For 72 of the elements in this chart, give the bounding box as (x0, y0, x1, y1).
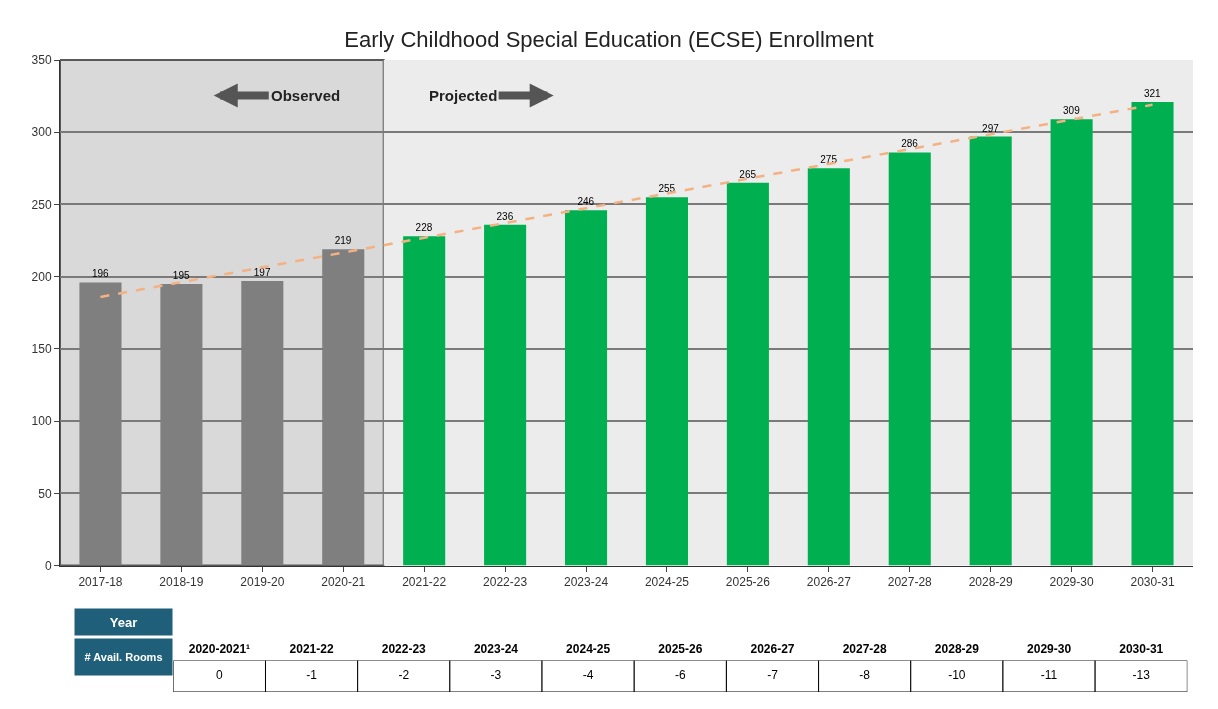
x-tick-label: 2030-31 (1119, 642, 1164, 656)
x-tick-label: 2024-25 (566, 642, 611, 656)
data-label: -6 (674, 668, 686, 683)
data-label: 228 (415, 222, 433, 234)
data-label: 246 (577, 196, 595, 208)
x-tick-label: 2025-26 (725, 575, 771, 589)
y-tick-label: 250 (31, 197, 52, 212)
x-tick-label: 2019-20 (240, 575, 285, 589)
y-axis-title: # Avail. Rooms (84, 651, 163, 663)
x-tick-label: 2022-23 (483, 575, 528, 589)
data-label: 236 (496, 210, 514, 222)
y-tick-label: 300 (31, 125, 52, 140)
x-tick-label: 2017-18 (78, 575, 123, 589)
data-label: 219 (334, 235, 352, 247)
data-label: -4 (582, 668, 594, 683)
data-label: -7 (767, 668, 779, 683)
x-tick-label: 2028-29 (968, 575, 1014, 589)
chart-title: Early Childhood Special Education (ECSE) Enrollment (344, 27, 874, 53)
x-tick-label: 2027-28 (842, 642, 888, 656)
x-tick-label: 2020-2021¹ (188, 642, 251, 656)
y-tick-label: 200 (31, 269, 52, 284)
data-label: 265 (739, 168, 757, 180)
x-tick-label: 2023-24 (564, 575, 609, 589)
x-tick-label: 2024-25 (644, 575, 690, 589)
bar (403, 236, 446, 566)
data-label: 297 (982, 122, 1000, 134)
data-label: -1 (306, 668, 318, 683)
data-label: 309 (1063, 105, 1081, 117)
x-tick-label: 2026-27 (806, 575, 852, 589)
x-axis-title: Year (109, 614, 138, 630)
y-tick-label: 100 (31, 414, 52, 429)
data-label: -11 (1040, 668, 1058, 683)
y-tick-label: 50 (38, 486, 52, 501)
x-tick-label: 2025-26 (658, 642, 703, 656)
data-label: 286 (901, 138, 919, 150)
bar (564, 210, 608, 566)
data-label: 195 (172, 269, 190, 281)
data-label: -2 (398, 668, 410, 683)
y-tick-label: 350 (31, 53, 52, 68)
bar (969, 136, 1012, 566)
bar (1050, 119, 1093, 566)
bar (1131, 101, 1174, 566)
x-tick-label: 2021-22 (402, 575, 447, 589)
bar (726, 182, 769, 566)
data-label: -8 (859, 668, 871, 683)
x-tick-label: 2020-21 (321, 575, 366, 589)
data-label: 255 (658, 183, 676, 195)
bar (484, 224, 527, 566)
x-tick-label: 2028-29 (934, 642, 980, 656)
y-tick-label: 150 (31, 342, 52, 357)
x-tick-label: 2018-19 (159, 575, 204, 589)
data-label: 197 (253, 267, 271, 279)
data-label: -10 (948, 668, 966, 683)
band-label: Projected (429, 87, 498, 104)
data-label: 321 (1143, 87, 1162, 99)
data-label: 0 (216, 668, 224, 683)
x-tick-label: 2030-31 (1130, 575, 1175, 589)
x-tick-label: 2029-30 (1049, 575, 1094, 589)
x-tick-label: 2022-23 (381, 642, 427, 656)
bar (645, 197, 689, 566)
x-tick-label: 2029-30 (1027, 642, 1072, 656)
data-label: -3 (490, 668, 502, 683)
x-tick-label: 2026-27 (750, 642, 795, 656)
y-tick-label: 0 (44, 558, 52, 573)
x-tick-label: 2023-24 (473, 642, 519, 656)
x-tick-label: 2027-28 (887, 575, 933, 589)
band-label: Observed (271, 87, 341, 104)
bar (807, 168, 850, 566)
bar (888, 152, 931, 566)
x-tick-label: 2021-22 (289, 642, 334, 656)
data-label: 196 (91, 268, 110, 280)
data-label: -13 (1132, 668, 1151, 683)
